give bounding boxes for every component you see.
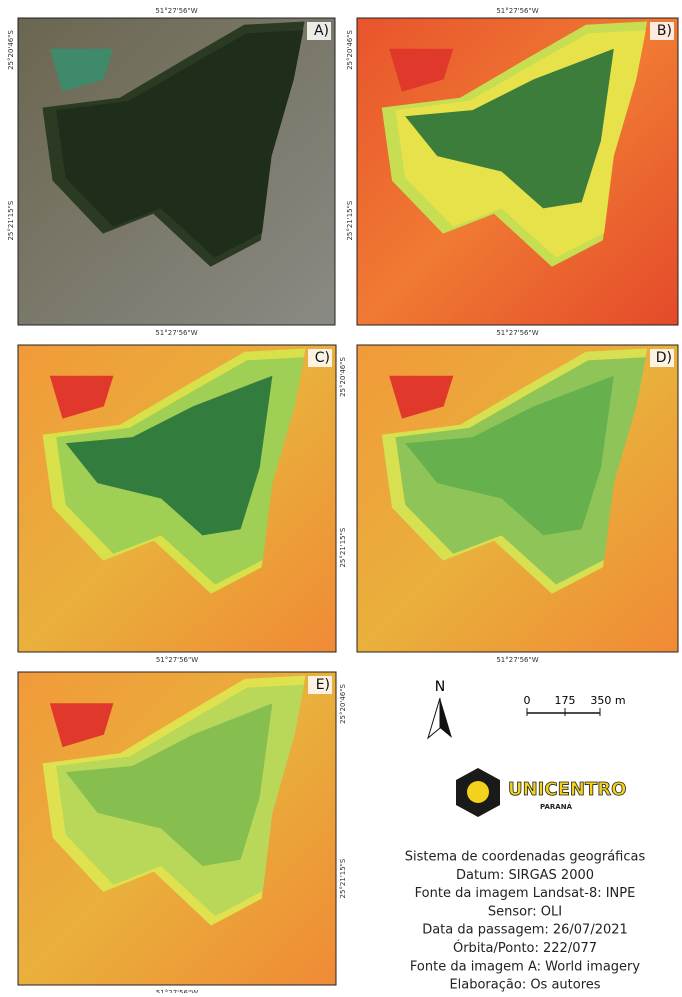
latitude-label: 25°21'15"S xyxy=(339,527,347,567)
map-panel: D) 51°27'56"W xyxy=(357,345,678,664)
panel-label: E) xyxy=(316,677,330,693)
latitude-label: 25°20'46"S xyxy=(346,30,354,70)
credit-line: Órbita/Ponto: 222/077 xyxy=(453,940,597,956)
panel-label: B) xyxy=(657,23,672,39)
longitude-label: 51°27'56"W xyxy=(496,329,538,337)
latitude-label: 25°21'15"S xyxy=(339,858,347,898)
credit-line: Elaboração: Os autores xyxy=(449,978,600,993)
latitude-label: 25°20'46"S xyxy=(7,30,15,70)
logo-name: UNICENTRO xyxy=(508,779,626,800)
scale-label: 350 m xyxy=(590,694,625,707)
map-panel: E) 51°27'56"W 25°20'46"S 25°21'15"S xyxy=(18,672,347,993)
panel-label: A) xyxy=(314,23,329,39)
latitude-label: 25°21'15"S xyxy=(346,200,354,240)
map-panel: A) 51°27'56"W 51°27'56"W 25°20'46"S 25°21'15… xyxy=(7,7,335,337)
longitude-label: 51°27'56"W xyxy=(155,329,197,337)
panel-label: D) xyxy=(656,350,672,366)
scale-bar: 0 175 350 m xyxy=(524,694,626,716)
north-arrow: N xyxy=(428,679,452,738)
credit-line: Fonte da imagem Landsat-8: INPE xyxy=(415,886,636,901)
latitude-label: 25°21'15"S xyxy=(7,200,15,240)
longitude-label: 51°27'56"W xyxy=(155,7,197,15)
credit-line: Sensor: OLI xyxy=(488,904,562,919)
credits: Sistema de coordenadas geográficas Datum:… xyxy=(405,850,646,993)
credit-line: Fonte da imagem A: World imagery xyxy=(410,959,640,974)
logo-subtitle: PARANÁ xyxy=(540,802,573,811)
panels: A) 51°27'56"W 51°27'56"W 25°20'46"S 25°21'15… xyxy=(7,7,678,993)
logo: UNICENTRO PARANÁ xyxy=(456,768,626,817)
credit-line: Data da passagem: 26/07/2021 xyxy=(422,923,628,938)
credit-line: Sistema de coordenadas geográficas xyxy=(405,850,646,865)
longitude-label: 51°27'56"W xyxy=(496,7,538,15)
longitude-label: 51°27'56"W xyxy=(156,656,198,664)
latitude-label: 25°20'46"S xyxy=(339,357,347,397)
longitude-label: 51°27'56"W xyxy=(496,656,538,664)
latitude-label: 25°20'46"S xyxy=(339,684,347,724)
scale-label: 175 xyxy=(555,694,576,707)
map-figure: N 0 175 350 m UNICENTRO PARANÁ Sistema d… xyxy=(0,0,682,993)
scale-label: 0 xyxy=(524,694,531,707)
panel-label: C) xyxy=(315,350,330,366)
north-label: N xyxy=(435,679,445,695)
map-panel: B) 51°27'56"W 51°27'56"W 25°20'46"S 25°21'15… xyxy=(346,7,678,337)
longitude-label: 51°27'56"W xyxy=(156,989,198,993)
map-panel: C) 51°27'56"W 25°20'46"S 25°21'15"S xyxy=(18,345,347,664)
credit-line: Datum: SIRGAS 2000 xyxy=(456,868,594,883)
